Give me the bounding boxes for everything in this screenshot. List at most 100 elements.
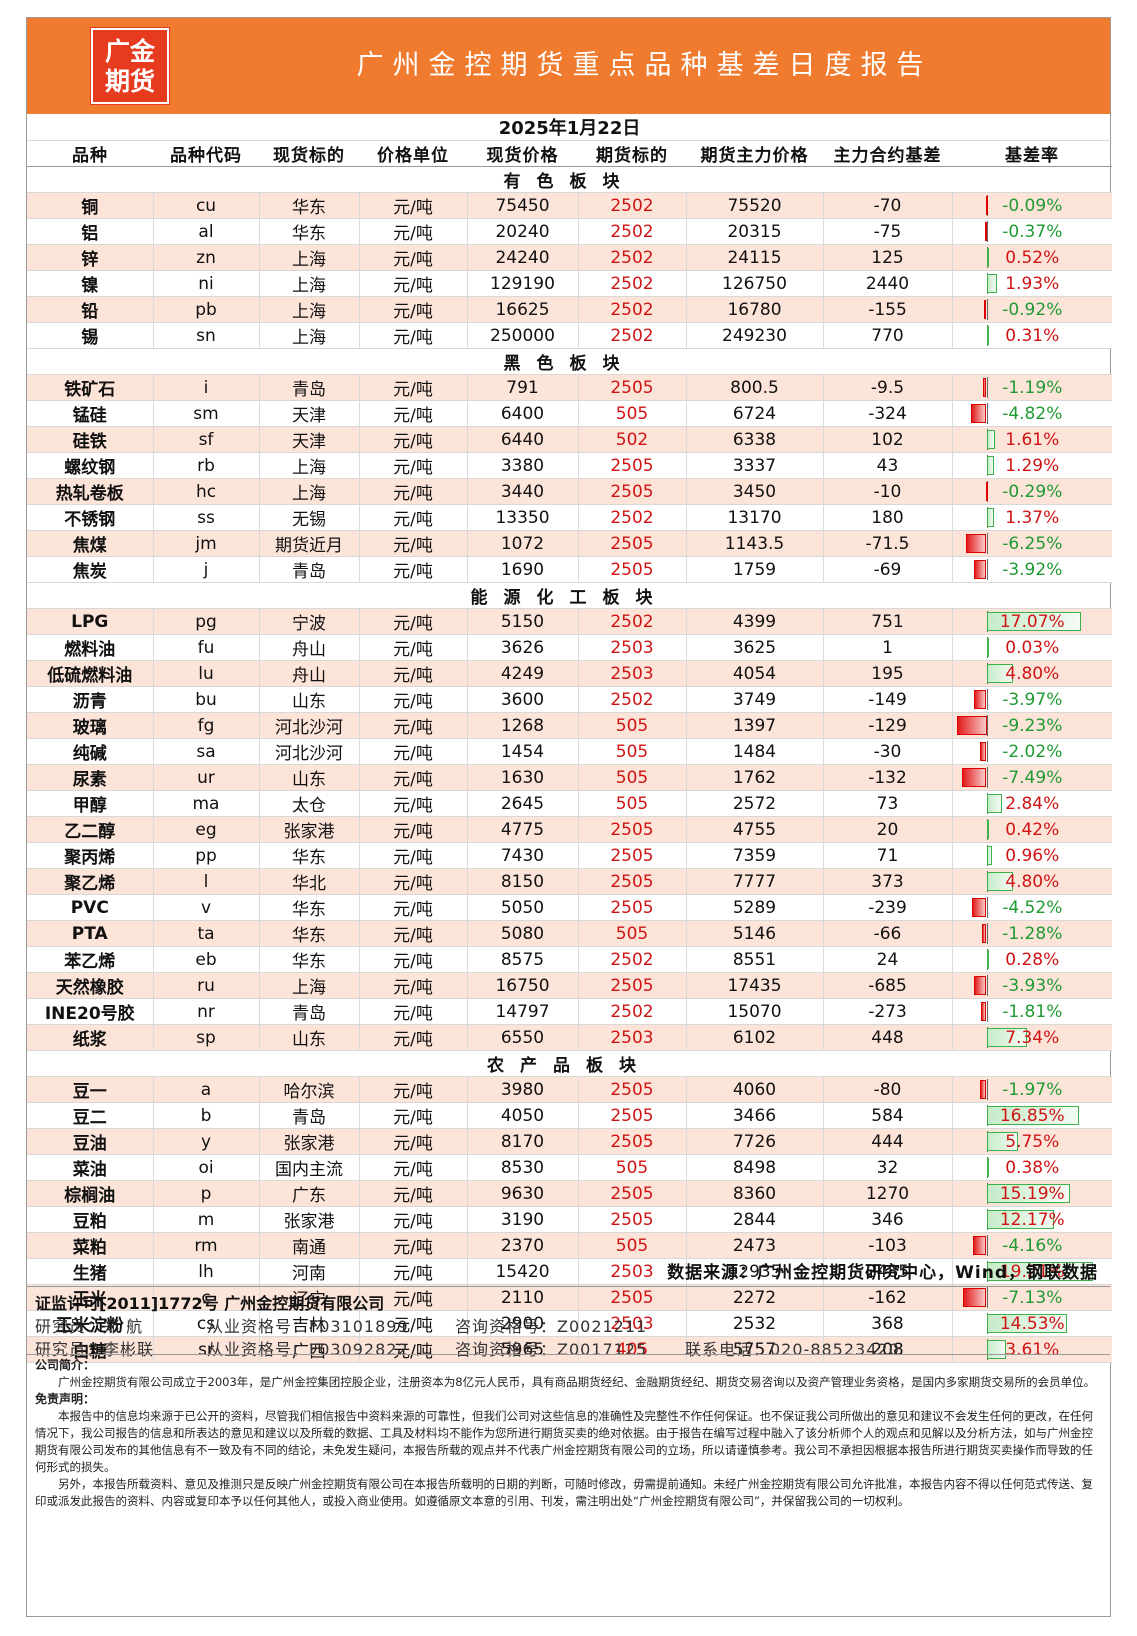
product-code: pp	[153, 842, 260, 869]
table-row: 沥青 bu 山东 元/吨 3600 2502 3749 -149 -3.97%	[27, 686, 1113, 713]
spot-location: 上海	[259, 478, 360, 505]
price-unit: 元/吨	[359, 374, 468, 401]
table-row: 不锈钢 ss 无锡 元/吨 13350 2502 13170 180 1.37%	[27, 504, 1113, 531]
spot-price: 3626	[467, 634, 579, 661]
column-header: 品种代码	[153, 140, 259, 167]
price-unit: 元/吨	[359, 270, 468, 297]
basis-table: 2025年1月22日 品种 品种代码 现货标的 价格单位 现货价格 期货标的 期货主力价格主…	[27, 114, 1113, 1363]
spot-location: 太仓	[259, 790, 360, 817]
futures-price: 6338	[686, 426, 824, 453]
price-unit: 元/吨	[359, 946, 468, 973]
table-row: 纸浆 sp 山东 元/吨 6550 2503 6102 448 7.34%	[27, 1024, 1113, 1051]
product-name: 焦炭	[27, 556, 154, 583]
basis-rate-bar	[986, 820, 989, 839]
product-code: rb	[153, 452, 260, 479]
spot-price: 6550	[467, 1024, 579, 1051]
futures-contract: 2505	[578, 1102, 687, 1129]
table-row: 乙二醇 eg 张家港 元/吨 4775 2505 4755 20 0.42%	[27, 816, 1113, 843]
futures-contract: 2505	[578, 1284, 687, 1311]
spot-price: 4050	[467, 1102, 579, 1129]
spot-price: 8530	[467, 1154, 579, 1181]
column-header: 基差率	[952, 140, 1113, 167]
basis-rate-bar	[985, 196, 988, 215]
product-code: al	[153, 218, 260, 245]
spot-price: 250000	[467, 322, 579, 349]
futures-price: 3450	[686, 478, 824, 505]
basis-rate: -0.37%	[952, 218, 1113, 245]
product-code: ur	[153, 764, 260, 791]
table-row: 天然橡胶 ru 上海 元/吨 16750 2505 17435 -685 -3.93%	[27, 972, 1113, 999]
basis: 71	[823, 842, 953, 869]
basis: 73	[823, 790, 953, 817]
price-unit: 元/吨	[359, 400, 468, 427]
basis-rate-bar	[979, 742, 987, 761]
basis-rate-bar	[973, 690, 987, 709]
basis: -75	[823, 218, 953, 245]
futures-contract: 2505	[578, 452, 687, 479]
basis-rate: -1.19%	[952, 374, 1113, 401]
product-name: 聚乙烯	[27, 868, 154, 895]
table-row: 纯碱 sa 河北沙河 元/吨 1454 505 1484 -30 -2.02%	[27, 738, 1113, 765]
basis: 448	[823, 1024, 953, 1051]
spot-location: 山东	[259, 764, 360, 791]
basis-rate-value: 19.21%	[999, 1261, 1065, 1282]
spot-price: 16625	[467, 296, 579, 323]
futures-price: 8551	[686, 946, 824, 973]
basis: 43	[823, 452, 953, 479]
product-name: 纯碱	[27, 738, 154, 765]
futures-price: 24115	[686, 244, 824, 271]
spot-location: 天津	[259, 400, 360, 427]
spot-price: 16750	[467, 972, 579, 999]
futures-contract: 2502	[578, 608, 687, 635]
futures-price: 249230	[686, 322, 824, 349]
table-row: 菜粕 rm 南通 元/吨 2370 505 2473 -103 -4.16%	[27, 1232, 1113, 1259]
product-name: 不锈钢	[27, 504, 154, 531]
rate-axis	[986, 1235, 988, 1256]
spot-location: 河北沙河	[259, 712, 360, 739]
futures-contract: 2505	[578, 1180, 687, 1207]
price-unit: 元/吨	[359, 1284, 468, 1311]
spot-price: 3380	[467, 452, 579, 479]
table-row: PVC v 华东 元/吨 5050 2505 5289 -239 -4.52%	[27, 894, 1113, 921]
price-unit: 元/吨	[359, 478, 468, 505]
section-title: 有色板块	[27, 166, 1113, 193]
futures-contract: 2505	[578, 556, 687, 583]
spot-location: 华北	[259, 868, 360, 895]
spot-location: 华东	[259, 946, 360, 973]
basis: 180	[823, 504, 953, 531]
spot-price: 1454	[467, 738, 579, 765]
futures-contract: 2505	[578, 374, 687, 401]
basis-rate: -1.81%	[952, 998, 1113, 1025]
basis-rate: -6.25%	[952, 530, 1113, 557]
analyst-name: 研究员：郑 航	[35, 1317, 144, 1336]
basis-rate-value: 0.03%	[1005, 637, 1060, 658]
basis-rate-bar	[986, 508, 995, 527]
product-name: PTA	[27, 920, 154, 947]
futures-price: 4399	[686, 608, 824, 635]
table-row: 硅铁 sf 天津 元/吨 6440 502 6338 102 1.61%	[27, 426, 1113, 453]
basis-rate: -3.97%	[952, 686, 1113, 713]
spot-location: 天津	[259, 426, 360, 453]
spot-price: 4775	[467, 816, 579, 843]
table-row: 豆粕 m 张家港 元/吨 3190 2505 2844 346 12.17%	[27, 1206, 1113, 1233]
futures-price: 1759	[686, 556, 824, 583]
basis: -66	[823, 920, 953, 947]
product-code: ss	[153, 504, 260, 531]
product-code: sm	[153, 400, 260, 427]
price-unit: 元/吨	[359, 1076, 468, 1103]
spot-location: 辽宁	[259, 1284, 360, 1311]
product-code: b	[153, 1102, 260, 1129]
table-row: 锡 sn 上海 元/吨 250000 2502 249230 770 0.31%	[27, 322, 1113, 349]
table-row: 玉米 c 辽宁 元/吨 2110 2505 2272 -162 -7.13%	[27, 1284, 1113, 1311]
futures-contract: 505	[578, 1232, 687, 1259]
basis-rate-value: -1.19%	[1002, 377, 1063, 398]
basis: -149	[823, 686, 953, 713]
spot-price: 14797	[467, 998, 579, 1025]
futures-contract: 2502	[578, 218, 687, 245]
basis-rate-bar	[986, 1132, 1019, 1151]
futures-price: 2473	[686, 1232, 824, 1259]
price-unit: 元/吨	[359, 192, 468, 219]
product-name: 玉米淀粉	[27, 1310, 154, 1337]
price-unit: 元/吨	[359, 894, 468, 921]
price-unit: 元/吨	[359, 1336, 468, 1363]
